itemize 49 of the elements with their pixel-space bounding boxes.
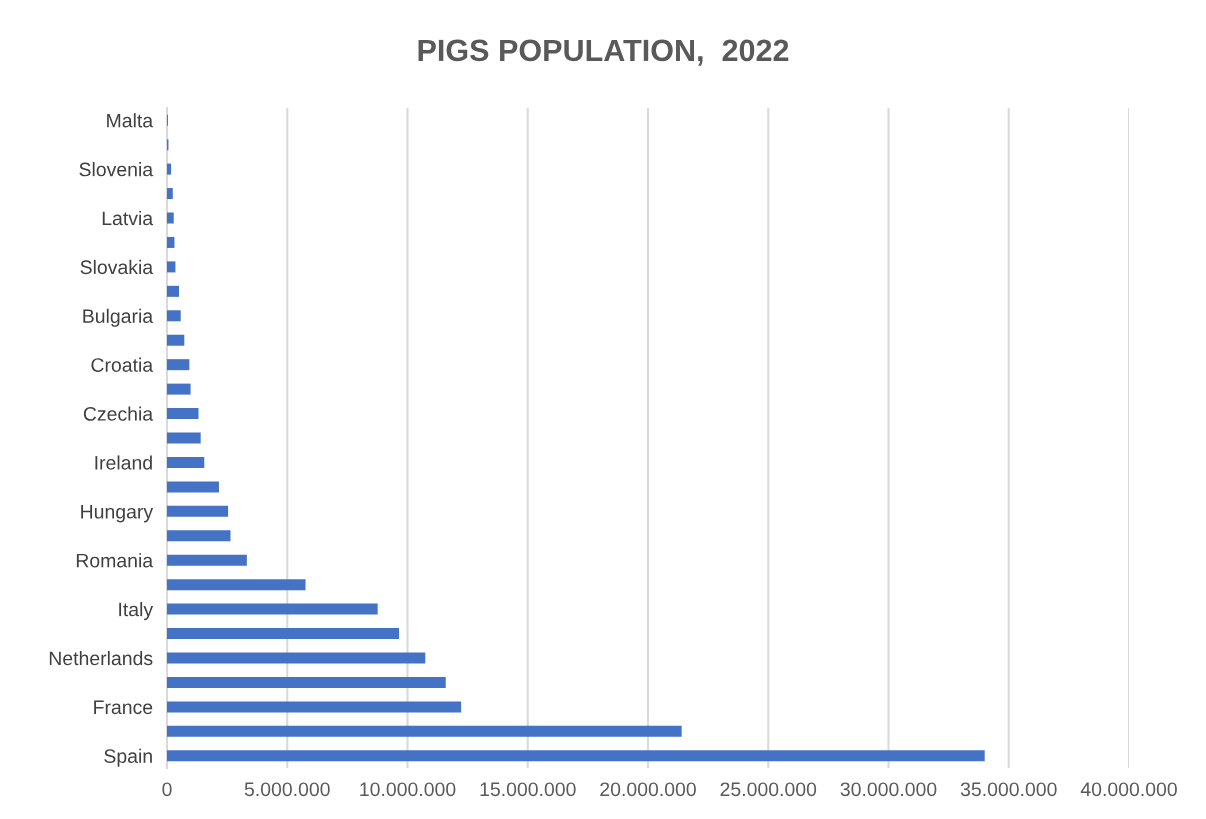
x-tick-label: 30.000.000 <box>840 782 937 797</box>
bar <box>167 261 176 273</box>
x-tick-label: 10.000.000 <box>360 782 456 797</box>
bar <box>167 408 199 420</box>
y-tick-label: Slovakia <box>80 259 154 275</box>
y-tick-label: Croatia <box>91 357 154 372</box>
bar <box>167 310 181 322</box>
bar <box>167 334 185 346</box>
bar <box>167 163 172 175</box>
bar <box>167 359 190 371</box>
bar <box>167 652 426 664</box>
y-tick-label: Ireland <box>95 455 152 470</box>
bar <box>167 628 400 640</box>
y-tick-label: Latvia <box>102 210 154 226</box>
chart-title: PIGS POPULATION, 2022 <box>418 39 789 66</box>
bar <box>167 505 229 517</box>
bar <box>167 701 462 713</box>
y-tick-label: Slovenia <box>79 162 154 177</box>
y-tick-label: Malta <box>107 113 154 128</box>
bar <box>167 554 247 566</box>
bar <box>167 530 231 542</box>
bar <box>167 432 201 444</box>
bar <box>167 456 205 468</box>
y-tick-label: Hungary <box>81 505 154 523</box>
x-tick-label: 20.000.000 <box>600 782 696 797</box>
y-tick-label: Bulgaria <box>83 308 154 327</box>
y-tick-label: Romania <box>76 553 154 568</box>
y-tick-label: Italy <box>119 602 154 621</box>
bar <box>167 579 306 591</box>
x-tick-label: 40.000.000 <box>1080 782 1177 797</box>
bar <box>167 383 191 395</box>
bar <box>167 750 985 762</box>
bar <box>167 603 378 615</box>
bar <box>167 188 173 200</box>
bar <box>167 285 180 297</box>
y-tick-label: France <box>94 700 153 715</box>
x-tick-label: 25.000.000 <box>720 782 817 797</box>
x-tick-label: 15.000.000 <box>480 782 576 797</box>
bar <box>167 725 682 737</box>
bar <box>167 212 174 224</box>
y-tick-label: Spain <box>104 748 152 767</box>
y-tick-label: Netherlands <box>49 650 153 666</box>
x-tick-label: 35.000.000 <box>960 782 1057 797</box>
bar <box>167 676 446 688</box>
x-tick-label: 0 <box>162 782 172 797</box>
x-tick-label: 5.000.000 <box>244 782 330 797</box>
bar <box>167 236 175 248</box>
y-tick-label: Czechia <box>83 406 154 421</box>
bar <box>167 481 219 493</box>
